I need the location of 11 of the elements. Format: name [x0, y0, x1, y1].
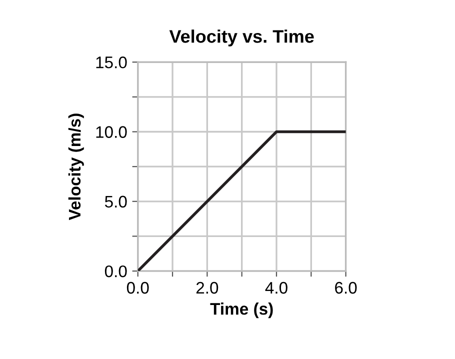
x-axis-title: Time (s)	[210, 302, 273, 318]
y-tick-label: 5.0	[104, 196, 127, 208]
y-tick-label: 10.0	[96, 126, 127, 138]
x-tick-label: 4.0	[265, 282, 288, 294]
y-tick-label: 15.0	[96, 56, 127, 68]
y-tick-label: 0.0	[104, 265, 127, 278]
y-axis-title: Velocity (m/s)	[68, 114, 84, 220]
x-tick-label: 0.0	[126, 282, 149, 294]
chart-title: Velocity vs. Time	[169, 30, 314, 46]
x-tick-label: 6.0	[335, 282, 357, 294]
x-tick-label: 2.0	[196, 282, 218, 294]
